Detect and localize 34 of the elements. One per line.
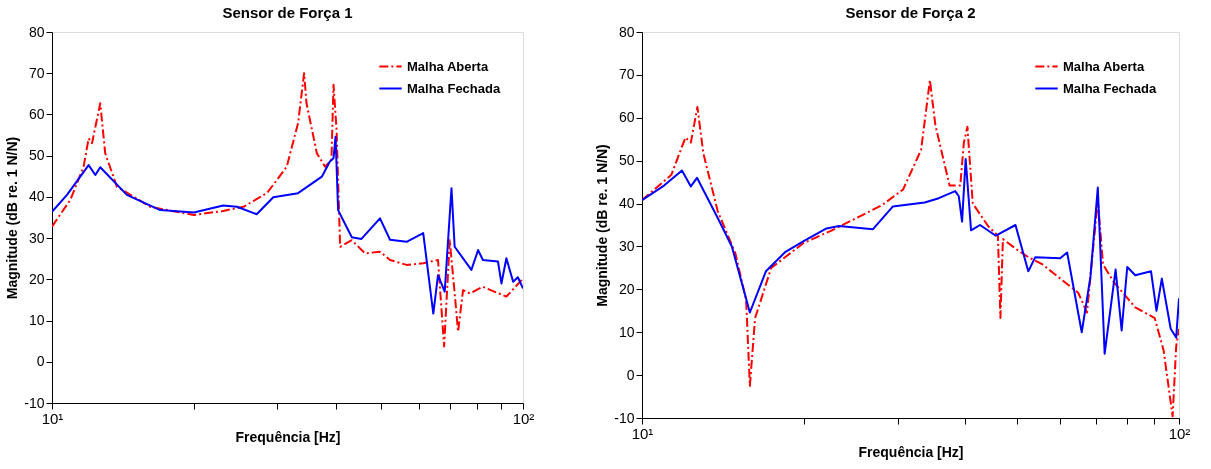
y-tick-label: -10 — [24, 394, 45, 411]
chart-title: Sensor de Força 2 — [845, 4, 976, 21]
chart-title: Sensor de Força 1 — [222, 4, 353, 21]
y-tick-label: 10 — [28, 312, 45, 329]
x-tick-label: 10¹ — [631, 424, 654, 442]
y-tick-label: 50 — [28, 147, 45, 164]
x-tick-label: 10² — [1168, 424, 1191, 442]
y-tick-label: 60 — [618, 109, 635, 126]
x-tick-label: 10¹ — [41, 409, 64, 427]
y-axis-title: Magnitude (dB re. 1 N/N) — [594, 144, 611, 307]
legend-label: Malha Fechada — [407, 80, 501, 96]
y-tick-label: 40 — [28, 188, 45, 205]
y-tick-label: 30 — [28, 229, 45, 246]
y-tick-label: 10 — [618, 323, 635, 340]
y-tick-label: 70 — [28, 64, 45, 81]
y-axis-title: Magnitude (dB re. 1 N/N) — [4, 136, 21, 300]
y-tick-label: 80 — [618, 23, 635, 40]
y-tick-label: 30 — [618, 237, 635, 254]
legend-label: Malha Aberta — [1063, 58, 1145, 74]
y-tick-label: 20 — [618, 280, 635, 297]
y-tick-label: 50 — [618, 152, 635, 169]
x-axis-title: Frequência [Hz] — [858, 443, 964, 460]
x-tick-label: 10² — [512, 409, 535, 427]
y-tick-label: 20 — [28, 270, 45, 287]
y-tick-label: 80 — [28, 23, 45, 40]
y-tick-label: 0 — [626, 366, 635, 383]
y-tick-label: 70 — [618, 66, 635, 83]
y-tick-label: 0 — [36, 353, 45, 370]
y-tick-label: -10 — [614, 409, 635, 426]
y-tick-label: 60 — [28, 105, 45, 122]
legend-label: Malha Aberta — [407, 58, 489, 74]
legend-label: Malha Fechada — [1063, 80, 1157, 96]
y-tick-label: 40 — [618, 195, 635, 212]
x-axis-title: Frequência [Hz] — [235, 428, 341, 445]
